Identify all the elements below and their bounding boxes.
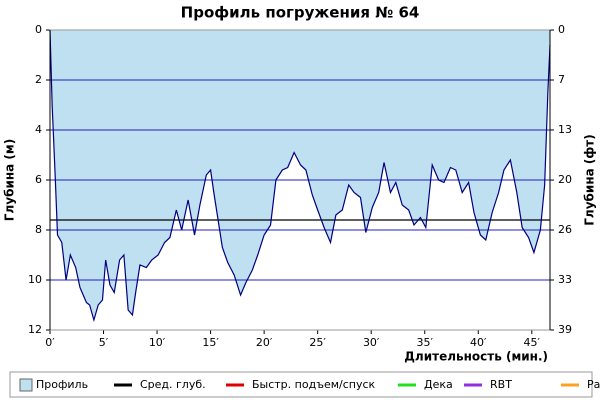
profile-line <box>49 29 551 323</box>
x-tick-label: 5′ <box>99 336 109 349</box>
y2-tick-label: 7 <box>558 73 565 86</box>
y-tick-label: 2 <box>35 73 42 86</box>
legend-label: Быстр. подъем/спуск <box>252 378 376 391</box>
legend-label: Профиль <box>36 378 88 391</box>
x-axis-label: Длительность (мин.) <box>404 350 548 364</box>
y2-tick-label: 20 <box>558 173 572 186</box>
profile-area <box>50 30 550 320</box>
x-tick-label: 35′ <box>416 336 433 349</box>
y-tick-label: 10 <box>28 273 42 286</box>
legend-label: Раб. <box>587 378 600 391</box>
y2-axis-label: Глубина (фт) <box>583 134 597 225</box>
x-tick-label: 20′ <box>256 336 273 349</box>
legend-swatch <box>19 378 33 392</box>
x-tick-label: 40′ <box>470 336 487 349</box>
y-tick-label: 12 <box>28 323 42 336</box>
y2-tick-label: 13 <box>558 123 572 136</box>
y-tick-label: 6 <box>35 173 42 186</box>
y2-tick-label: 26 <box>558 223 572 236</box>
x-tick-label: 25′ <box>309 336 326 349</box>
x-tick-label: 15′ <box>202 336 219 349</box>
legend-box <box>9 371 593 398</box>
chart-title: Профиль погружения № 64 <box>181 4 420 22</box>
y-tick-label: 0 <box>35 23 42 36</box>
x-tick-label: 10′ <box>149 336 166 349</box>
y2-tick-label: 0 <box>558 23 565 36</box>
y2-tick-label: 33 <box>558 273 572 286</box>
legend-label: Сред. глуб. <box>140 378 206 391</box>
y2-tick-label: 39 <box>558 323 572 336</box>
y-tick-label: 8 <box>35 223 42 236</box>
y-axis-label: Глубина (м) <box>3 139 17 221</box>
legend-label: RBT <box>490 378 512 391</box>
x-tick-label: 0′ <box>45 336 55 349</box>
x-tick-label: 30′ <box>363 336 380 349</box>
x-tick-label: 45′ <box>524 336 541 349</box>
y-tick-label: 4 <box>35 123 42 136</box>
legend-label: Дека <box>424 378 453 391</box>
